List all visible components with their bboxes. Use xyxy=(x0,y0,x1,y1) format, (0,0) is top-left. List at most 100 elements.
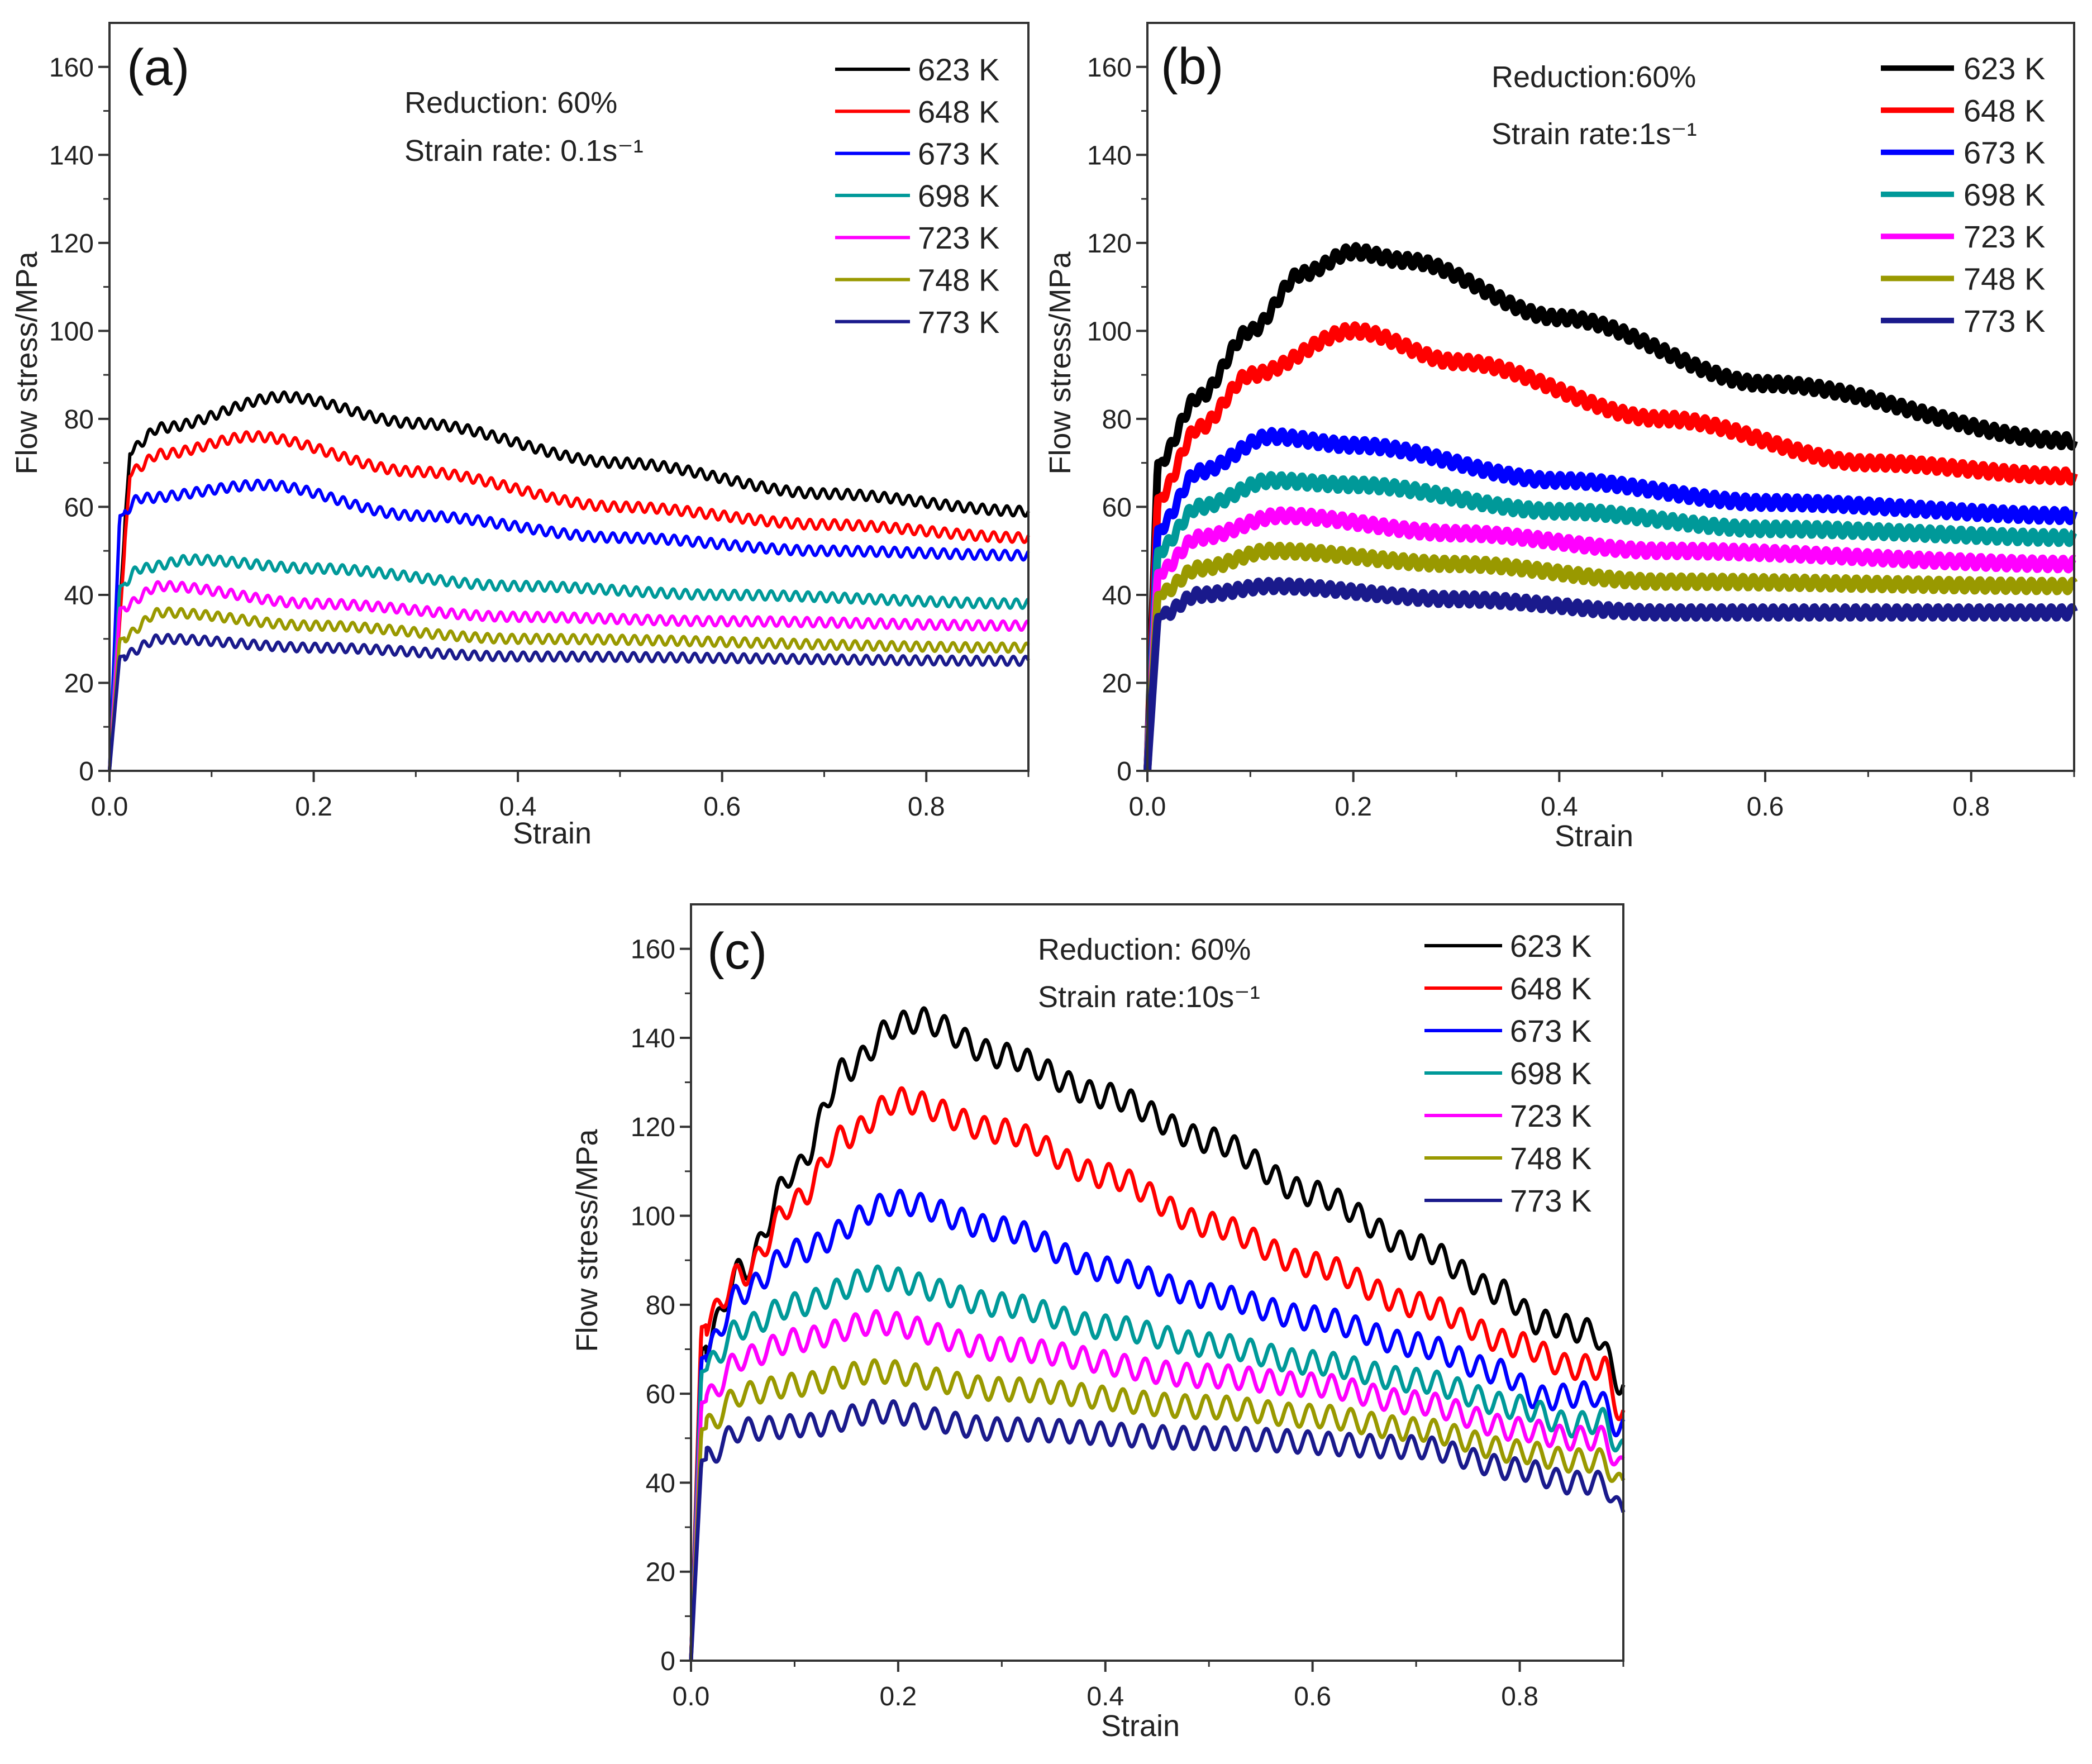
legend-label: 773 K xyxy=(1510,1183,1591,1218)
x-tick-label: 0.6 xyxy=(703,792,741,822)
plot-frame xyxy=(108,22,1030,772)
series-line-773k xyxy=(108,633,1030,771)
series-line-748k xyxy=(108,606,1030,771)
legend: 623 K 648 K 673 K 698 K 723 K 748 K 773 K xyxy=(1424,928,1591,1218)
legend-label: 748 K xyxy=(1510,1141,1591,1176)
y-tick-label: 0 xyxy=(660,1647,675,1676)
reduction-annotation: Reduction: 60% xyxy=(404,86,617,120)
legend-label: 648 K xyxy=(1510,971,1591,1006)
legend: 623 K 648 K 673 K 698 K 723 K 748 K 773 K xyxy=(1881,51,2045,339)
y-tick-label: 120 xyxy=(49,229,94,259)
reduction-annotation: Reduction:60% xyxy=(1491,60,1696,94)
x-tick-label: 0.2 xyxy=(295,792,332,822)
series-line-623k xyxy=(689,1006,1626,1661)
strain-rate-annotation: Strain rate:10s⁻¹ xyxy=(1038,980,1260,1014)
x-tick-label: 0.8 xyxy=(1501,1682,1538,1711)
series-line-723k xyxy=(1143,506,2077,771)
y-tick-label: 160 xyxy=(631,935,675,965)
y-tick-label: 140 xyxy=(631,1024,675,1053)
y-tick-label: 20 xyxy=(1102,669,1132,698)
y-tick-label: 20 xyxy=(646,1558,675,1587)
chart-panel-b: 0 20 40 60 80 100 120 140 160 0.0 0.2 0.4 0.6 0.8 Stra… xyxy=(1043,22,2078,853)
plot-frame xyxy=(690,903,1624,1662)
series-line-648k xyxy=(1143,321,2078,771)
series-line-698k xyxy=(108,553,1030,771)
x-axis-title: Strain xyxy=(513,817,592,850)
chart-panel-c: 0 20 40 60 80 100 120 140 160 0.0 0.2 0.4 0.6 0.8 Stra… xyxy=(570,903,1626,1743)
panel-label: (c) xyxy=(707,923,767,980)
y-tick-label: 120 xyxy=(631,1113,675,1142)
series-line-773k xyxy=(689,1399,1626,1661)
y-tick-label: 140 xyxy=(49,141,94,170)
x-tick-label: 0.8 xyxy=(1952,792,1990,822)
x-tick-label: 0.4 xyxy=(499,792,537,822)
series-line-773k xyxy=(1143,576,2078,771)
y-tick-label: 60 xyxy=(1102,493,1132,522)
x-tick-label: 0.8 xyxy=(908,792,945,822)
legend-label: 698 K xyxy=(1964,177,2045,212)
x-tick-label: 0.0 xyxy=(673,1682,710,1711)
x-tick-label: 0.2 xyxy=(880,1682,917,1711)
y-tick-label: 80 xyxy=(646,1291,675,1320)
x-tick-label: 0.0 xyxy=(1129,792,1166,822)
legend-label: 748 K xyxy=(918,263,999,298)
legend-label: 748 K xyxy=(1964,261,2045,297)
legend-label: 698 K xyxy=(918,178,999,213)
series-line-673k xyxy=(689,1189,1626,1661)
y-tick-label: 40 xyxy=(1102,581,1132,611)
strain-rate-annotation: Strain rate: 0.1s⁻¹ xyxy=(404,134,644,168)
y-axis-title: Flow stress/MPa xyxy=(10,251,44,475)
y-tick-label: 160 xyxy=(49,53,94,83)
legend-label: 648 K xyxy=(918,94,999,129)
panel-label: (b) xyxy=(1161,38,1223,95)
series-line-723k xyxy=(689,1309,1625,1661)
series-line-698k xyxy=(689,1264,1624,1661)
y-tick-label: 0 xyxy=(79,757,94,786)
chart-panel-a: 0 20 40 60 80 100 120 140 160 0.0 0.2 0.4 0.6 0.8 Stra… xyxy=(10,22,1030,850)
reduction-annotation: Reduction: 60% xyxy=(1038,933,1251,966)
y-tick-label: 60 xyxy=(646,1380,675,1409)
panel-label: (a) xyxy=(127,39,189,96)
y-axis-title: Flow stress/MPa xyxy=(1043,251,1077,475)
series-line-698k xyxy=(1143,471,2077,771)
series-line-673k xyxy=(1143,427,2078,771)
legend-label: 673 K xyxy=(1964,135,2045,170)
legend-label: 648 K xyxy=(1964,93,2045,128)
legend-label: 698 K xyxy=(1510,1056,1591,1091)
y-tick-label: 160 xyxy=(1087,53,1132,83)
y-tick-label: 40 xyxy=(64,581,94,611)
y-axis-title: Flow stress/MPa xyxy=(570,1129,604,1352)
legend-label: 623 K xyxy=(1964,51,2045,86)
x-tick-label: 0.4 xyxy=(1541,792,1578,822)
x-tick-label: 0.6 xyxy=(1294,1682,1331,1711)
legend-label: 723 K xyxy=(1964,219,2045,254)
x-tick-label: 0.0 xyxy=(91,792,128,822)
legend-label: 673 K xyxy=(918,136,999,171)
series-line-648k xyxy=(108,430,1030,771)
y-tick-label: 60 xyxy=(64,493,94,522)
x-tick-label: 0.4 xyxy=(1086,1682,1124,1711)
legend-label: 773 K xyxy=(1964,303,2045,339)
series-line-673k xyxy=(108,478,1030,771)
series-line-748k xyxy=(689,1358,1626,1661)
legend-label: 623 K xyxy=(918,52,999,87)
x-axis-title: Strain xyxy=(1101,1709,1180,1743)
y-tick-label: 120 xyxy=(1087,229,1132,259)
series-line-648k xyxy=(689,1086,1626,1661)
y-tick-label: 100 xyxy=(49,317,94,346)
y-tick-label: 80 xyxy=(1102,405,1132,435)
x-tick-label: 0.2 xyxy=(1335,792,1372,822)
plot-frame xyxy=(1146,22,2075,772)
x-tick-label: 0.6 xyxy=(1747,792,1784,822)
legend: 623 K 648 K 673 K 698 K 723 K 748 K 773 K xyxy=(835,52,999,340)
series-line-723k xyxy=(108,580,1030,771)
legend-label: 723 K xyxy=(1510,1098,1591,1133)
legend-label: 623 K xyxy=(1510,928,1591,964)
legend-label: 773 K xyxy=(918,304,999,340)
strain-rate-annotation: Strain rate:1s⁻¹ xyxy=(1491,117,1697,151)
y-tick-label: 0 xyxy=(1117,757,1132,786)
y-tick-label: 100 xyxy=(1087,317,1132,346)
y-tick-label: 20 xyxy=(64,669,94,698)
legend-label: 673 K xyxy=(1510,1013,1591,1048)
